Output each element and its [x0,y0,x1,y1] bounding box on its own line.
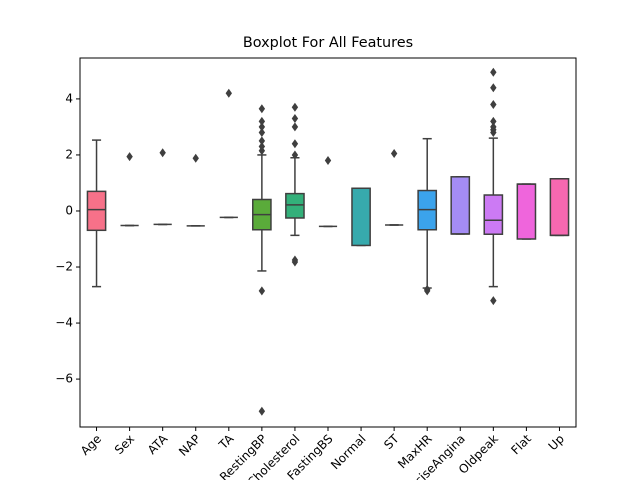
flier [225,88,232,98]
flier [324,156,332,166]
flier [192,153,199,163]
flier [258,286,266,296]
flier [258,136,266,146]
flier [490,296,497,306]
flier [126,152,133,162]
plot-frame [79,57,577,428]
flier [258,142,266,152]
flier [291,102,299,112]
y-tick-label: −4 [55,316,73,330]
flier [490,83,497,93]
flier [490,67,497,77]
flier [291,257,299,267]
box [516,183,537,240]
flier [490,122,497,132]
box [483,194,504,235]
flier [159,148,166,158]
flier [490,116,497,126]
y-tick-label: 4 [65,91,73,105]
box [86,190,107,232]
flier [390,149,398,159]
y-tick-label: 2 [65,147,73,161]
flier [258,122,266,132]
flier [291,150,299,160]
flier [258,128,266,138]
flier [258,406,266,416]
flier [291,122,299,132]
flier [291,114,299,124]
flier [258,116,266,126]
y-tick-label: −2 [55,260,73,274]
y-tick-label: 0 [65,203,73,217]
flier [258,104,266,114]
chart-title: Boxplot For All Features [243,35,413,51]
flier [490,100,497,110]
box [285,192,305,219]
box [351,187,371,247]
flier [291,139,299,149]
box [549,178,570,237]
box [450,176,471,235]
flier [424,286,431,296]
y-tick-label: −6 [55,372,73,386]
